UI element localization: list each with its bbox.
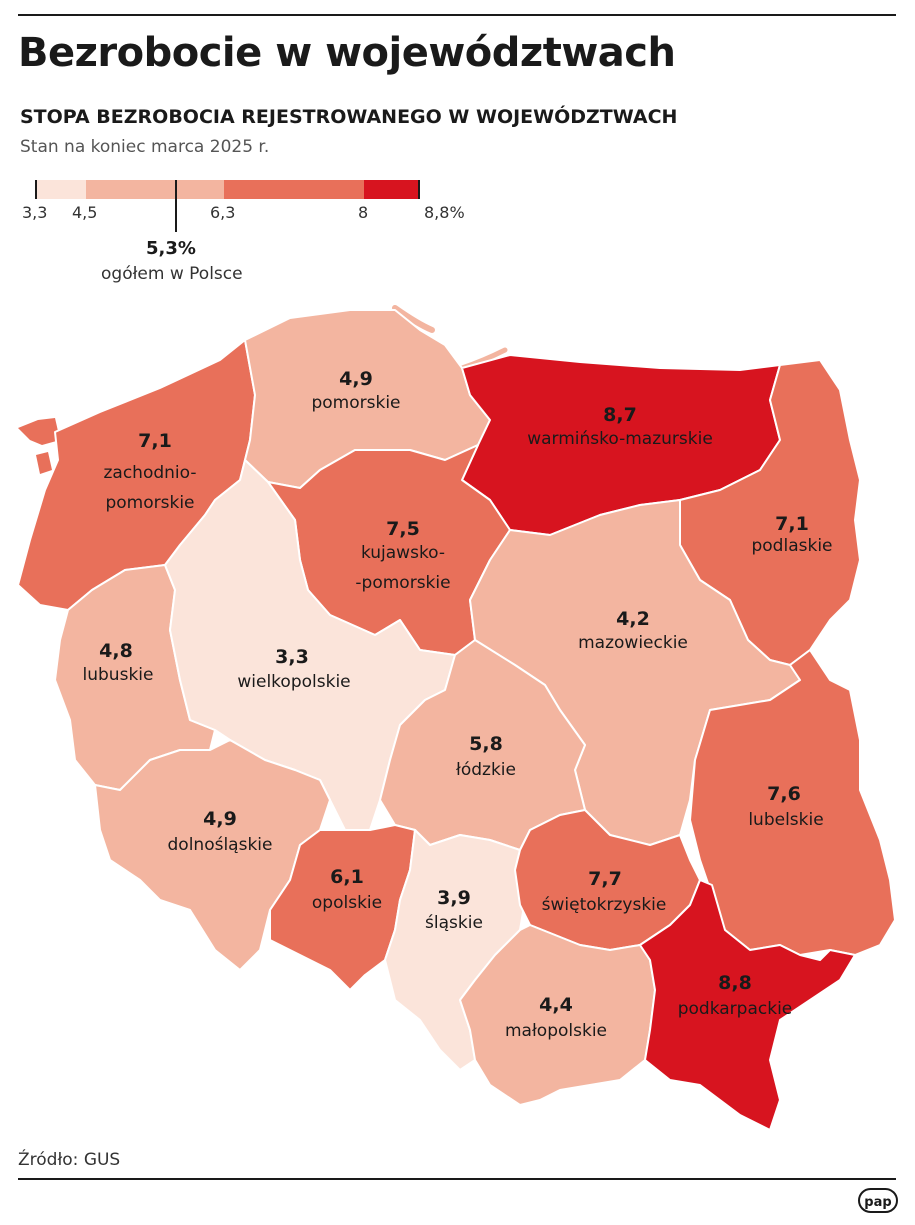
region-name-podlaskie: podlaskie [751, 536, 833, 556]
region-name-kujawsko-pomorskie: kujawsko- -pomorskie [355, 543, 451, 593]
region-name-wielkopolskie: wielkopolskie [237, 672, 351, 692]
region-value-malopolskie: 4,4 [539, 994, 573, 1016]
region-value-kujawsko-pomorskie: 7,5 [386, 518, 420, 540]
region-value-zachodniopomorskie: 7,1 [138, 430, 172, 452]
region-name-zachodniopomorskie: zachodnio- pomorskie [103, 463, 197, 513]
region-value-lodzkie: 5,8 [469, 733, 503, 755]
legend-bin-1 [36, 180, 86, 199]
legend-tick-label: 4,5 [72, 203, 98, 222]
region-value-podkarpackie: 8,8 [718, 972, 752, 994]
region-name-malopolskie: małopolskie [504, 1021, 608, 1041]
bottom-rule [18, 1178, 896, 1180]
region-value-lubuskie: 4,8 [99, 640, 133, 662]
usedom-island [18, 418, 60, 445]
region-name-swietokrzyskie: świętokrzyskie [541, 895, 667, 915]
hel-peninsula [392, 305, 435, 333]
pap-logo: pap [858, 1188, 898, 1213]
region-value-pomorskie: 4,9 [339, 368, 373, 390]
legend-tick-label: 8,8% [424, 203, 465, 222]
region-value-lubelskie: 7,6 [767, 783, 801, 805]
region-value-opolskie: 6,1 [330, 866, 364, 888]
national-average-marker [175, 180, 177, 232]
region-name-lubelskie: lubelskie [748, 810, 824, 830]
legend-tick [35, 180, 37, 199]
page-title: Bezrobocie w województwach [18, 30, 676, 76]
region-value-wielkopolskie: 3,3 [275, 646, 309, 668]
region-value-mazowieckie: 4,2 [616, 608, 650, 630]
region-name-mazowieckie: mazowieckie [578, 633, 688, 653]
region-value-podlaskie: 7,1 [775, 513, 809, 535]
region-value-slaskie: 3,9 [437, 887, 471, 909]
region-name-warminsko-mazurskie: warmińsko-mazurskie [527, 429, 713, 449]
national-average-label: ogółem w Polsce [101, 264, 243, 284]
top-rule [18, 14, 896, 16]
legend-tick [418, 180, 420, 199]
legend-bin-4 [364, 180, 419, 199]
region-malopolskie [459, 924, 656, 1106]
legend-tick-label: 8 [358, 203, 369, 222]
legend-tick-label: 6,3 [210, 203, 236, 222]
source-note: Źródło: GUS [18, 1150, 121, 1170]
region-name-slaskie: śląskie [425, 913, 483, 933]
region-value-swietokrzyskie: 7,7 [588, 868, 622, 890]
region-value-dolnoslaskie: 4,9 [203, 808, 237, 830]
region-opolskie [269, 824, 416, 991]
legend-bin-2 [86, 180, 224, 199]
national-average-value: 5,3% [146, 238, 196, 259]
region-name-dolnoslaskie: dolnośląskie [167, 835, 273, 855]
region-name-pomorskie: pomorskie [311, 393, 401, 413]
region-podkarpackie [639, 879, 856, 1131]
wolin-island [36, 452, 52, 474]
region-value-warminsko-mazurskie: 8,7 [603, 404, 637, 426]
region-name-lubuskie: lubuskie [82, 665, 154, 685]
region-name-opolskie: opolskie [311, 893, 383, 913]
chart-subtitle: STOPA BEZROBOCIA REJESTROWANEGO W WOJEWÓ… [20, 106, 678, 128]
legend-bin-3 [224, 180, 364, 199]
region-name-podkarpackie: podkarpackie [677, 999, 793, 1019]
legend-tick-label: 3,3 [22, 203, 48, 222]
region-name-lodzkie: łódzkie [456, 760, 516, 780]
date-note: Stan na koniec marca 2025 r. [20, 137, 270, 157]
